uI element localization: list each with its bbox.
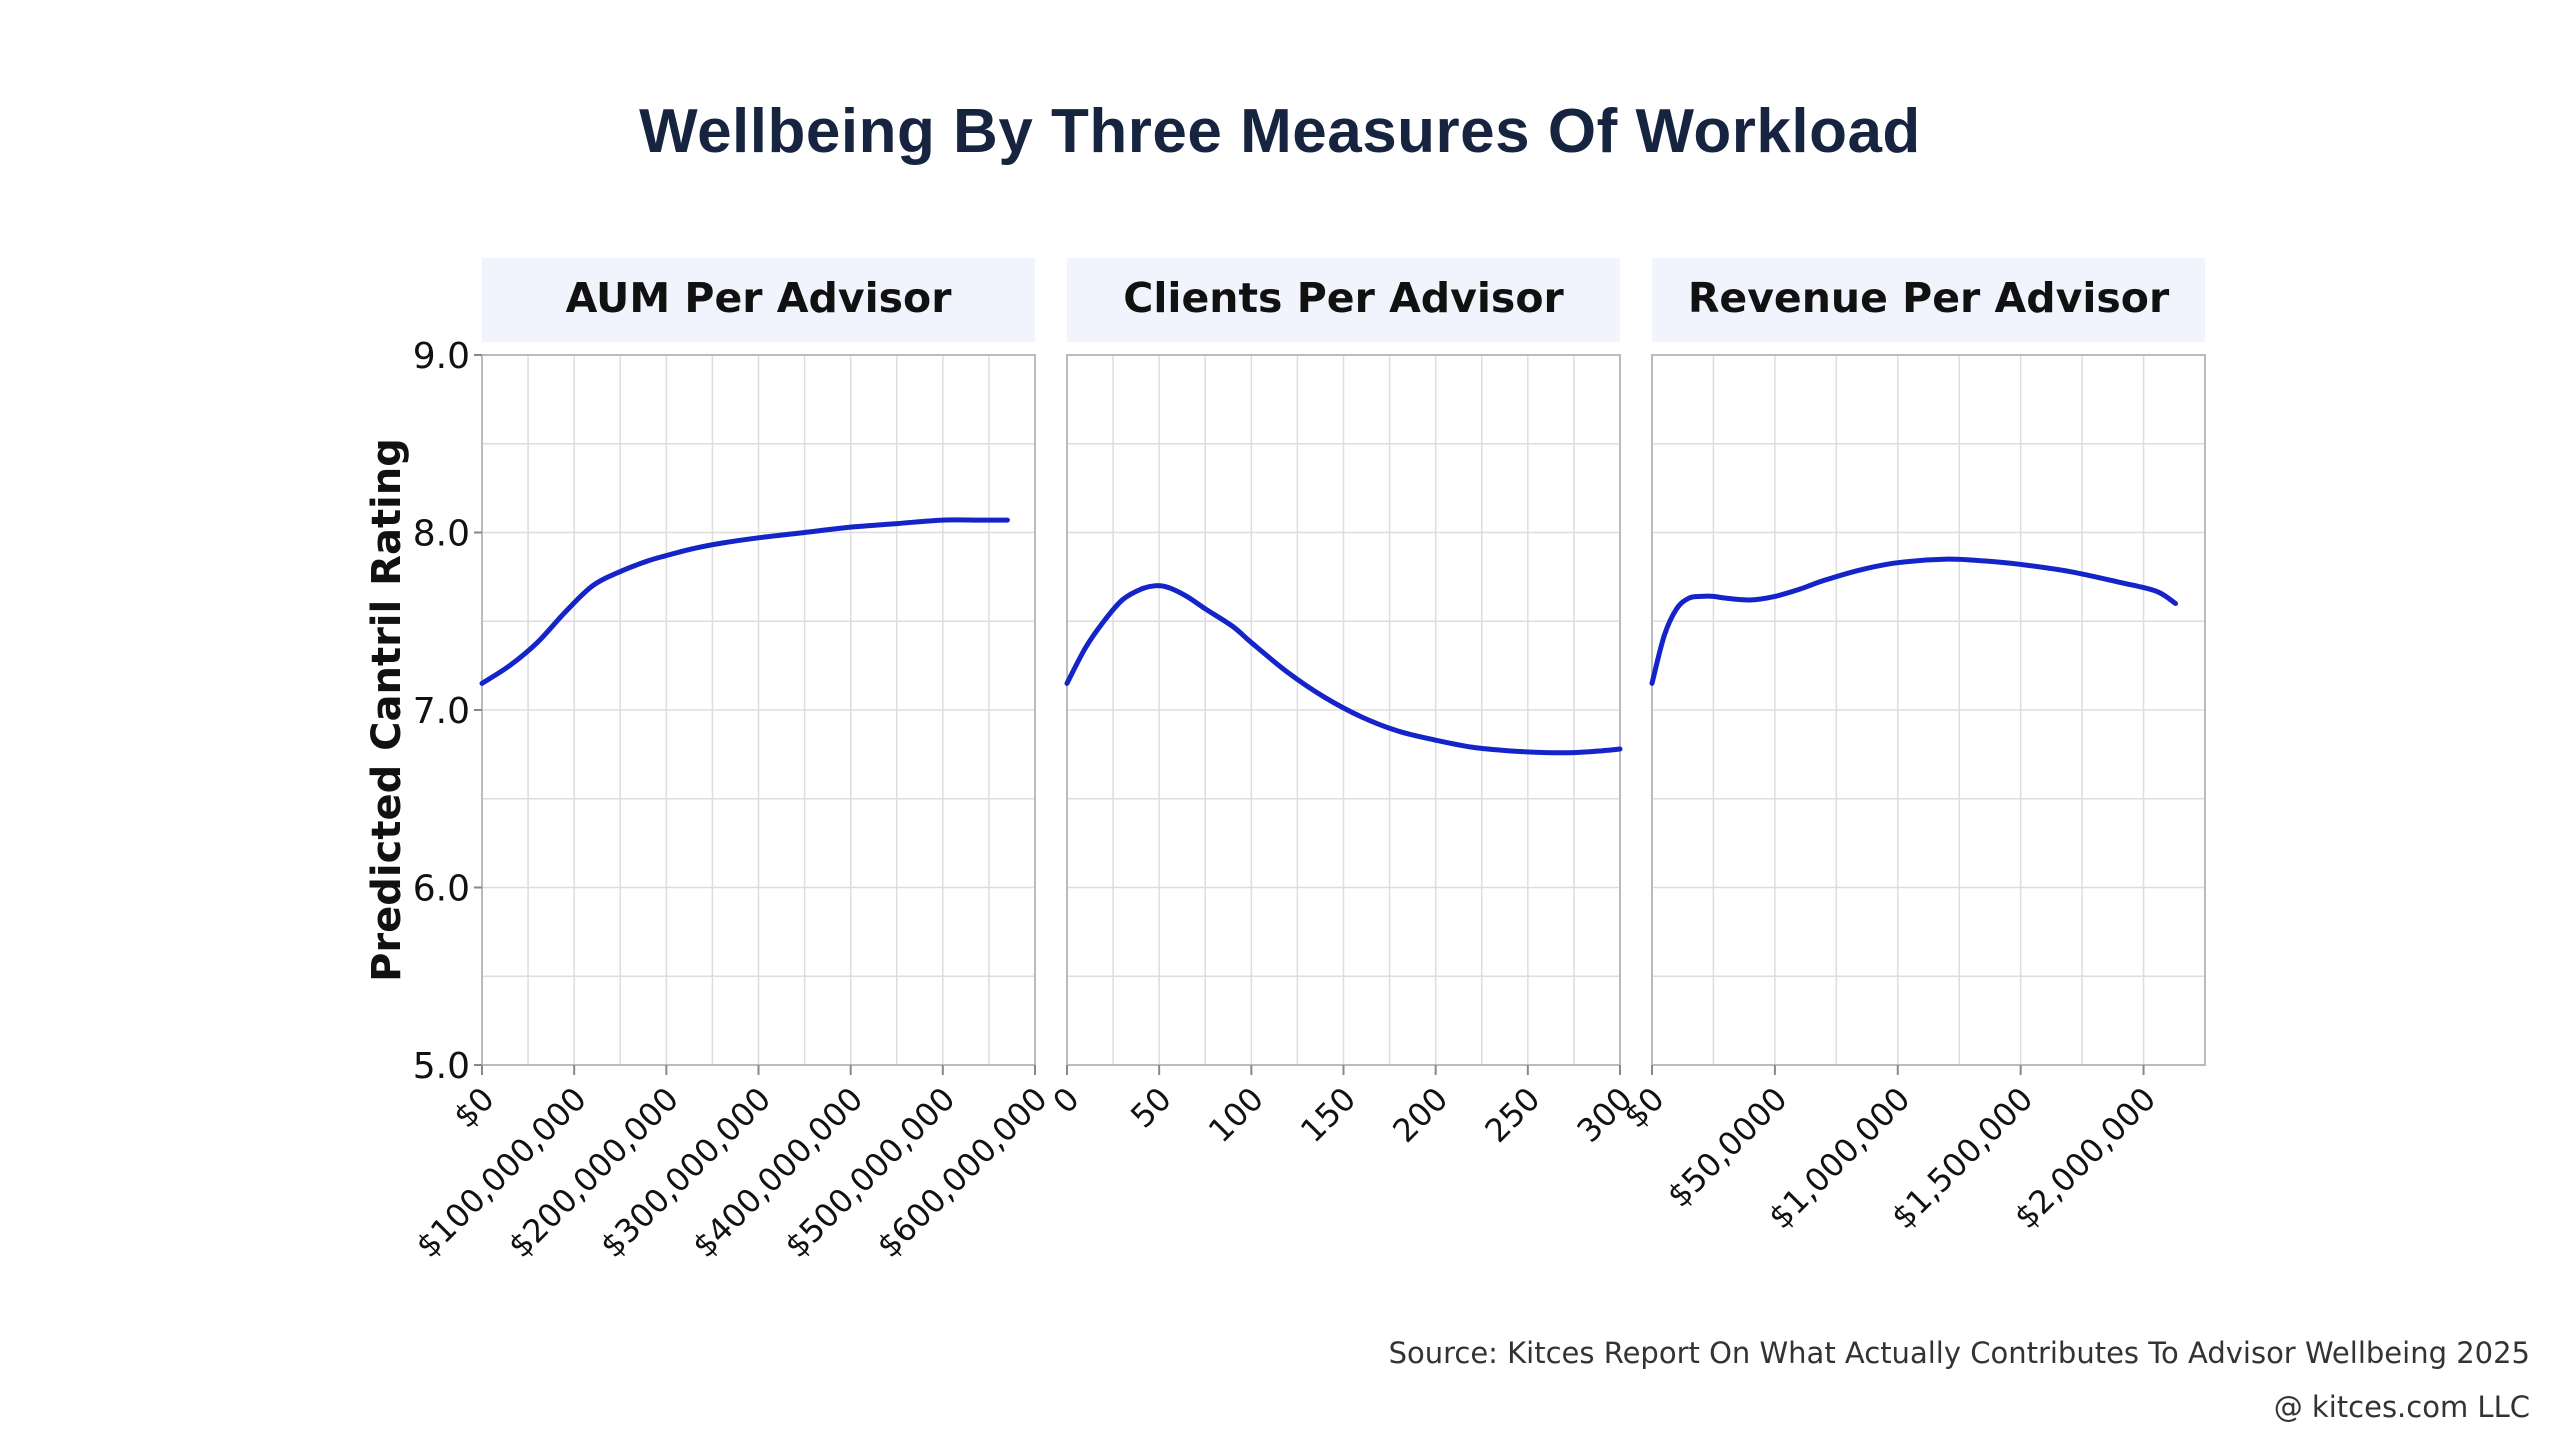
y-tick-label: 6.0 [413,869,470,910]
panel-header-label: Revenue Per Advisor [1688,274,2170,322]
x-tick-label: 200 [1385,1080,1455,1150]
panel-header [482,258,1035,342]
y-tick-label: 7.0 [413,691,470,732]
y-tick-label: 5.0 [413,1046,470,1087]
x-tick-label: $600,000,000 [869,1080,1054,1265]
x-tick-label: 50 [1123,1080,1179,1136]
y-tick-label: 8.0 [413,514,470,555]
y-tick-label: 9.0 [413,336,470,377]
panel-header [1652,258,2205,342]
x-tick-label: 150 [1293,1080,1363,1150]
panel-header-label: Clients Per Advisor [1123,274,1564,322]
x-tick-label: 100 [1201,1080,1271,1150]
y-axis-title: Predicted Cantril Rating [364,438,410,982]
series-line [1064,583,1623,756]
chart-title: Wellbeing By Three Measures Of Workload [639,97,1921,166]
source-note: Source: Kitces Report On What Actually C… [1388,1336,2530,1370]
series-line [1649,556,2179,686]
x-tick-label: 0 [1045,1080,1086,1121]
copyright-note: @ kitces.com LLC [2273,1390,2530,1424]
panel-header-label: AUM Per Advisor [566,274,953,322]
panel-frame [1651,354,2206,1066]
panel-header [1067,258,1620,342]
x-tick-label: 250 [1477,1080,1547,1150]
x-tick-label: $0 [446,1080,502,1136]
x-tick-label: $0 [1616,1080,1672,1136]
series-line [479,517,1010,686]
x-tick-label: $50,0000 [1660,1080,1795,1215]
